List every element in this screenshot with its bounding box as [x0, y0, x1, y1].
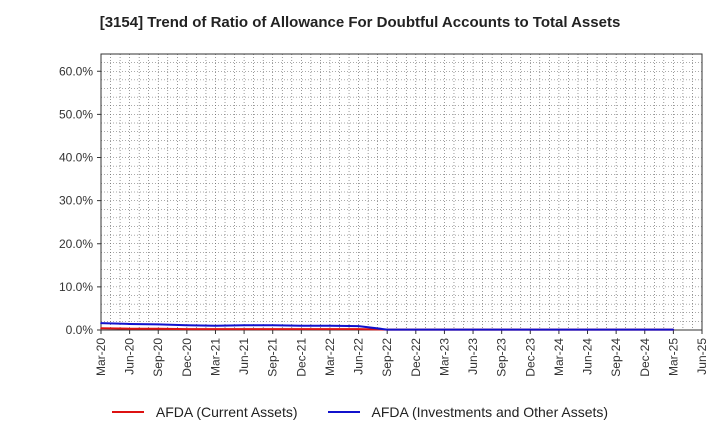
- x-tick-label: Jun-21: [237, 338, 251, 375]
- x-tick-label: Mar-20: [94, 338, 108, 376]
- x-tick-label: Mar-24: [552, 338, 566, 376]
- data-point: [243, 324, 245, 327]
- x-tick-label: Sep-23: [495, 338, 509, 377]
- legend-swatch-current-assets: [111, 411, 144, 413]
- x-tick-label: Jun-24: [581, 338, 595, 375]
- data-point: [329, 324, 331, 327]
- data-point: [672, 328, 675, 331]
- data-point: [271, 328, 274, 330]
- data-point: [443, 328, 446, 331]
- x-tick-label: Dec-21: [294, 338, 308, 377]
- data-point: [186, 324, 188, 327]
- x-tick-label: Dec-22: [409, 338, 423, 377]
- data-point: [357, 328, 360, 330]
- x-tick-label: Sep-20: [151, 338, 165, 377]
- legend-item-investments: AFDA (Investments and Other Assets): [327, 404, 609, 420]
- y-tick-label: 0.0%: [66, 323, 94, 337]
- x-tick-label: Dec-23: [523, 338, 537, 377]
- data-point: [357, 325, 360, 327]
- legend-item-current-assets: AFDA (Current Assets): [111, 404, 298, 420]
- y-tick-label: 30.0%: [59, 194, 93, 208]
- chart-legend: AFDA (Current Assets) AFDA (Investments …: [0, 404, 720, 420]
- y-tick-label: 10.0%: [59, 280, 93, 294]
- data-point: [100, 322, 102, 324]
- x-tick-label: Jun-22: [352, 338, 366, 375]
- y-tick-label: 50.0%: [59, 107, 93, 121]
- x-tick-label: Mar-22: [323, 338, 337, 376]
- data-point: [157, 323, 160, 326]
- x-tick-label: Mar-25: [666, 338, 680, 376]
- x-tick-label: Sep-22: [380, 338, 394, 377]
- data-point: [643, 328, 646, 331]
- data-point: [128, 323, 131, 325]
- x-tick-label: Jun-20: [123, 338, 137, 375]
- legend-label-investments: AFDA (Investments and Other Assets): [371, 404, 609, 420]
- data-point: [529, 328, 532, 331]
- data-point: [300, 324, 303, 327]
- y-tick-label: 40.0%: [59, 151, 93, 165]
- chart-title: [3154] Trend of Ratio of Allowance For D…: [99, 14, 621, 31]
- legend-label-current-assets: AFDA (Current Assets): [155, 404, 298, 420]
- data-point: [386, 328, 388, 331]
- data-point: [415, 328, 417, 331]
- data-point: [615, 328, 617, 331]
- x-tick-label: Jun-25: [695, 338, 709, 375]
- legend-swatch-investments: [327, 411, 360, 413]
- data-point: [586, 328, 589, 331]
- data-point: [214, 324, 217, 327]
- data-point: [214, 328, 217, 330]
- data-point: [300, 328, 303, 330]
- data-point: [186, 328, 188, 330]
- data-point: [329, 328, 331, 330]
- x-tick-label: Jun-23: [466, 338, 480, 375]
- y-tick-label: 60.0%: [59, 64, 93, 78]
- x-tick-label: Sep-21: [266, 338, 280, 377]
- data-point: [243, 328, 245, 330]
- x-tick-label: Mar-21: [208, 338, 222, 376]
- data-point: [271, 324, 274, 327]
- data-point: [128, 327, 131, 330]
- data-point: [558, 328, 560, 331]
- data-point: [500, 328, 503, 331]
- x-tick-label: Sep-24: [609, 338, 623, 377]
- x-tick-label: Dec-24: [638, 338, 652, 377]
- data-point: [157, 327, 160, 330]
- x-tick-label: Mar-23: [437, 338, 451, 376]
- x-tick-label: Dec-20: [180, 338, 194, 377]
- data-point: [472, 328, 474, 331]
- data-point: [100, 327, 102, 330]
- y-tick-label: 20.0%: [59, 237, 93, 251]
